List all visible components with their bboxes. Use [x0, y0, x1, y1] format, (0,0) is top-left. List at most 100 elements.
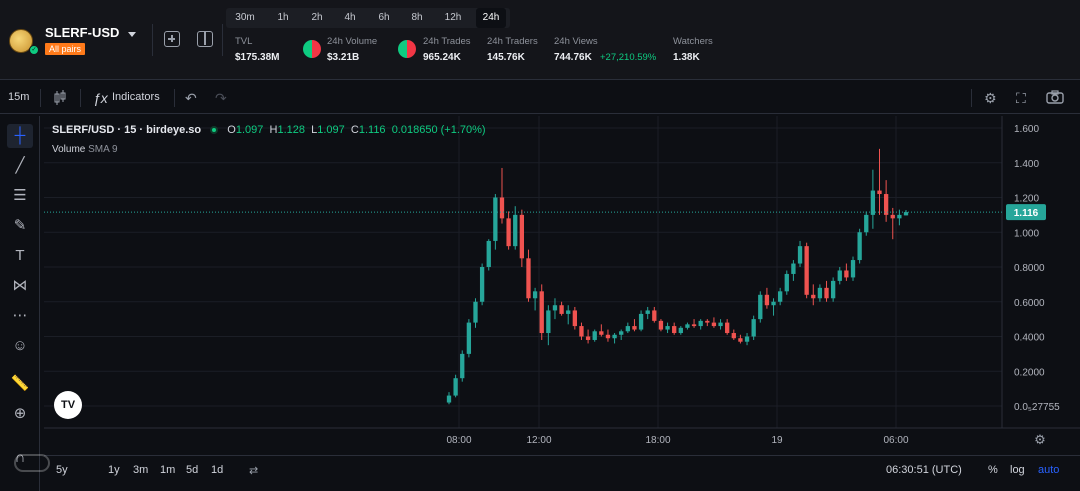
- candle-body: [453, 378, 458, 396]
- volume-legend: Volume SMA 9: [52, 144, 118, 155]
- pair-title[interactable]: SLERF-USD: [45, 25, 120, 40]
- axis-settings-icon: ⚙: [1034, 433, 1046, 448]
- price-chart[interactable]: 1.600 1.400 1.200 1.000 0.8000 0.6000 0.4000 0.…: [44, 116, 1080, 452]
- redo-icon[interactable]: ↷: [215, 90, 227, 106]
- candle-body: [751, 319, 756, 337]
- indicators-fx-icon[interactable]: ƒx: [93, 90, 108, 106]
- watchers-label: Watchers: [673, 36, 713, 47]
- camera-icon[interactable]: [1046, 90, 1064, 107]
- low-label: L: [311, 124, 318, 136]
- candle-body: [592, 331, 597, 340]
- emoji-icon[interactable]: ☺: [12, 337, 28, 354]
- candle-body: [678, 327, 683, 334]
- candle-body: [493, 197, 498, 241]
- timeframe-1h[interactable]: 1h: [277, 12, 289, 23]
- add-chart-icon[interactable]: [164, 31, 180, 47]
- range-1y[interactable]: 1y: [108, 464, 120, 476]
- divider: [174, 89, 175, 107]
- y-tick-label: 0.6000: [1014, 298, 1045, 309]
- timeframe-2h[interactable]: 2h: [311, 12, 323, 23]
- timeframe-6h[interactable]: 6h: [378, 12, 390, 23]
- watchers-value: 1.38K: [673, 52, 700, 63]
- chart-legend: SLERF/USD · 15 · birdeye.so O1.097 H1.12…: [52, 124, 486, 136]
- candle-body: [579, 326, 584, 337]
- timeframe-24h[interactable]: 24h: [476, 8, 506, 28]
- candle-body: [513, 214, 518, 247]
- auto-toggle[interactable]: auto: [1038, 464, 1060, 476]
- candle-body: [758, 294, 763, 320]
- tradingview-logo-icon[interactable]: TV: [54, 391, 82, 419]
- range-5y[interactable]: 5y: [56, 464, 68, 476]
- last-price-tag: [1006, 204, 1046, 221]
- candle-body: [764, 294, 770, 306]
- candle-body: [486, 240, 491, 267]
- candlestick-chart[interactable]: 1.600 1.400 1.200 1.000 0.8000 0.6000 0.4000 0.…: [44, 116, 1080, 452]
- high-label: H: [269, 124, 278, 136]
- candle-body: [685, 324, 690, 328]
- divider: [80, 89, 81, 107]
- candle-body: [897, 214, 902, 219]
- y-tick-label: 1.400: [1014, 159, 1039, 170]
- candle-body: [864, 214, 869, 233]
- watermark-logo-icon: [14, 454, 50, 472]
- x-tick-label: 06:00: [883, 435, 908, 446]
- token-avatar: [9, 29, 33, 53]
- candle-body: [691, 324, 697, 327]
- all-pairs-badge[interactable]: All pairs: [45, 43, 86, 55]
- ruler-icon[interactable]: 📏: [10, 375, 30, 392]
- candle-body: [532, 291, 538, 299]
- split-layout-icon[interactable]: [197, 31, 213, 47]
- candle-body: [632, 326, 637, 330]
- log-toggle[interactable]: log: [1010, 464, 1025, 476]
- text-tool-icon[interactable]: T: [15, 247, 25, 264]
- candle-body: [638, 313, 644, 330]
- undo-icon[interactable]: ↶: [185, 90, 197, 106]
- last-price-label: 1.116: [1014, 208, 1039, 219]
- pattern-icon[interactable]: ⋈: [12, 277, 28, 294]
- x-tick-label: 12:00: [526, 435, 551, 446]
- candle-body: [811, 294, 816, 299]
- candle-body: [658, 320, 664, 330]
- timeframe-8h[interactable]: 8h: [411, 12, 423, 23]
- timeframe-30m[interactable]: 30m: [235, 12, 255, 23]
- percent-toggle[interactable]: %: [988, 464, 998, 476]
- fib-tool-icon[interactable]: ⋯: [12, 307, 28, 324]
- candle-body: [731, 333, 736, 339]
- verified-shield-icon: ✓: [29, 45, 39, 55]
- volume-value: $3.21B: [327, 52, 360, 63]
- candle-body: [817, 287, 823, 299]
- interval-button[interactable]: 15m: [8, 91, 30, 103]
- range-bar: 5y 1y 3m 1m 5d 1d ⇄ 06:30:51 (UTC) % log…: [44, 455, 1080, 491]
- crosshair-icon[interactable]: ┼: [7, 124, 33, 148]
- candle-body: [519, 214, 525, 259]
- timeframe-12h[interactable]: 12h: [444, 12, 462, 23]
- fullscreen-icon[interactable]: ⛶: [1016, 90, 1026, 106]
- goto-date-icon[interactable]: ⇄: [249, 465, 259, 477]
- clock-time[interactable]: 06:30:51 (UTC): [886, 464, 962, 476]
- range-1d[interactable]: 1d: [211, 464, 224, 476]
- candle-type-icon[interactable]: [53, 90, 67, 109]
- candle-body: [870, 190, 876, 215]
- horizontal-lines-icon[interactable]: ☰: [13, 187, 27, 204]
- range-1m[interactable]: 1m: [160, 464, 176, 476]
- zoom-in-icon[interactable]: ⊕: [13, 405, 27, 422]
- candle-body: [572, 310, 577, 327]
- settings-gear-icon[interactable]: ⚙: [984, 90, 997, 106]
- y-tick-label: 1.000: [1014, 228, 1039, 239]
- open-value: 1.097: [235, 124, 264, 136]
- volume-ring-icon: [303, 40, 321, 58]
- candle-body: [446, 395, 452, 403]
- trades-ring-icon: [398, 40, 416, 58]
- chevron-down-icon[interactable]: [128, 32, 136, 37]
- timeframe-4h[interactable]: 4h: [344, 12, 356, 23]
- candle-body: [460, 353, 465, 379]
- indicators-button[interactable]: Indicators: [112, 91, 160, 103]
- brush-icon[interactable]: ✎: [13, 217, 27, 234]
- candle-body: [705, 320, 710, 323]
- trend-line-icon[interactable]: ╱: [15, 157, 25, 174]
- candle-body: [466, 322, 472, 354]
- range-3m[interactable]: 3m: [133, 464, 149, 476]
- candle-body: [625, 326, 630, 332]
- range-5d[interactable]: 5d: [186, 464, 199, 476]
- trades-label: 24h Trades: [423, 36, 471, 47]
